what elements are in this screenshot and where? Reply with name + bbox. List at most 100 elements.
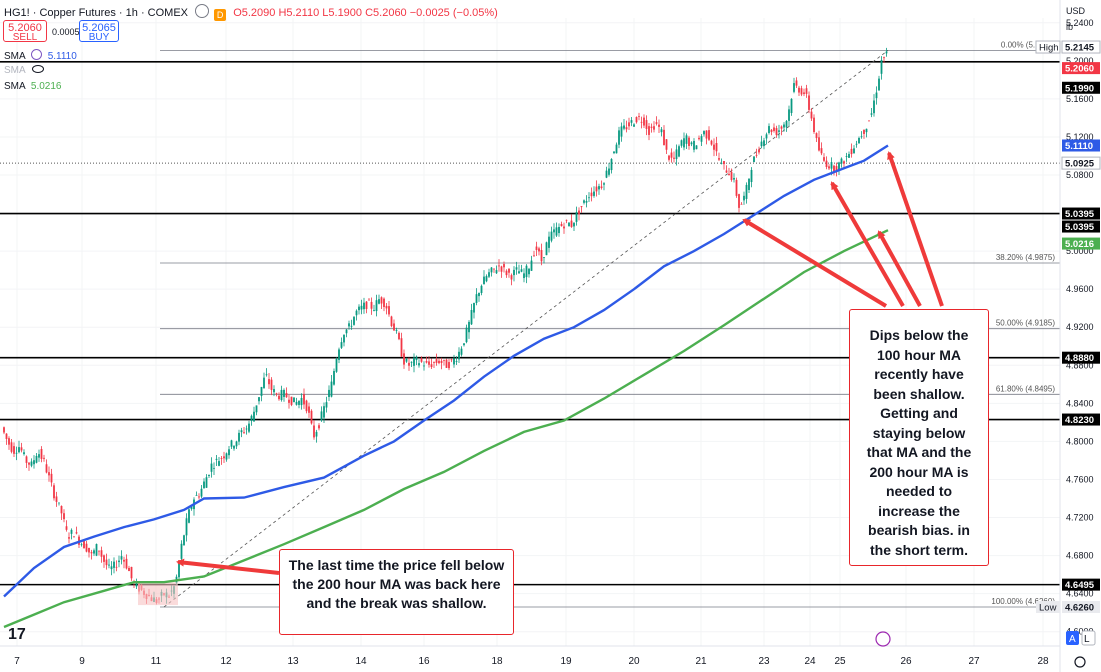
delayed-badge-icon[interactable]: D xyxy=(214,9,227,21)
settings-gear-icon[interactable] xyxy=(1074,656,1086,668)
low-caption-box xyxy=(1036,600,1060,613)
candle-body xyxy=(835,166,838,172)
sma-hidden-legend[interactable]: SMA xyxy=(4,65,44,76)
candle-body xyxy=(520,269,523,272)
unit-label: lb xyxy=(1066,22,1073,32)
candle-body xyxy=(728,173,730,176)
price-tag-level xyxy=(1062,207,1100,220)
candle-body xyxy=(115,566,118,568)
candle-body xyxy=(343,334,345,343)
candle-body xyxy=(375,300,378,312)
auto-scale-button[interactable] xyxy=(1066,631,1079,645)
candle-body xyxy=(610,159,613,171)
candle-body xyxy=(740,203,743,205)
candle-body xyxy=(425,361,428,363)
auto-scale-icon: A xyxy=(1069,634,1076,645)
candle-body xyxy=(595,186,598,192)
x-tick-label: 26 xyxy=(900,656,912,667)
time-axis[interactable]: 7 9 11 12 13 14 16 18 19 20 21 23 24 25 26 27 28 xyxy=(0,645,1060,667)
candle-body xyxy=(615,144,618,154)
candle-body xyxy=(638,116,640,117)
candle-body xyxy=(880,60,883,74)
candle-body xyxy=(533,255,535,257)
y-tick-label: 5.1200 xyxy=(1066,132,1094,142)
candle-body xyxy=(738,194,740,208)
header-symbol[interactable]: HG1! · Copper Futures · 1h · COMEX D O5.… xyxy=(4,4,498,21)
candle-body xyxy=(208,474,210,476)
candle-body xyxy=(63,513,65,520)
price-tag-high xyxy=(1061,40,1101,54)
symbol-title[interactable]: HG1! · Copper Futures · 1h · COMEX xyxy=(4,7,188,19)
candle-body xyxy=(653,126,655,130)
candle-body xyxy=(670,152,673,158)
candle-body xyxy=(40,448,43,459)
buy-button[interactable]: 5.2065 BUY xyxy=(79,20,119,43)
candle-body xyxy=(328,389,330,398)
candle-body xyxy=(500,266,503,272)
y-tick-label: 4.9600 xyxy=(1066,284,1094,294)
candle-body xyxy=(353,316,355,325)
candle-body xyxy=(443,359,445,361)
eye-icon[interactable] xyxy=(195,4,210,18)
candle-body xyxy=(468,321,470,333)
tradingview-logo: 17 xyxy=(8,626,26,643)
sma-settings-icon[interactable] xyxy=(30,49,42,60)
candle-body xyxy=(195,495,198,496)
arrow-to-200ma xyxy=(877,230,922,307)
candle-body xyxy=(448,362,450,369)
candle-body xyxy=(720,162,723,164)
candle-body xyxy=(188,509,190,523)
candle-body xyxy=(593,191,595,196)
candle-body xyxy=(318,425,320,429)
candle-body xyxy=(660,129,663,133)
sma-100-line xyxy=(3,144,889,598)
candle-body xyxy=(345,329,348,334)
sma-100-legend[interactable]: SMA 5.1110 xyxy=(4,49,77,62)
candle-body xyxy=(315,431,318,437)
event-marker-icon[interactable] xyxy=(875,631,891,647)
candle-body xyxy=(523,273,525,279)
price-tag-label: 4.6495 xyxy=(1065,580,1095,591)
candle-body xyxy=(583,200,585,203)
candle-body xyxy=(118,560,120,563)
candle-body xyxy=(35,455,38,463)
candle-body xyxy=(13,446,15,454)
hidden-eye-icon[interactable] xyxy=(31,65,44,73)
candle-body xyxy=(845,156,848,157)
candle-body xyxy=(3,427,5,433)
price-axis[interactable]: 4.6000 4.6400 4.6800 4.7200 4.7600 4.8000 4.84… xyxy=(1059,0,1094,672)
sma-200-legend[interactable]: SMA 5.0216 xyxy=(4,81,62,92)
candle-body xyxy=(28,462,30,465)
candle-body xyxy=(625,127,628,130)
candle-body xyxy=(320,411,323,421)
sma-100-label: SMA xyxy=(4,51,26,62)
candle-body xyxy=(488,272,490,277)
candle-body xyxy=(255,405,258,413)
candle-body xyxy=(735,179,738,196)
moving-averages xyxy=(3,144,889,629)
buy-price: 5.2065 xyxy=(82,22,116,34)
fib-trendline xyxy=(163,50,889,608)
candle-body xyxy=(100,550,103,557)
candle-body xyxy=(68,537,70,539)
log-scale-button[interactable] xyxy=(1081,630,1096,646)
sma-200-value: 5.0216 xyxy=(30,81,62,92)
candle-body xyxy=(870,113,873,115)
candle-body xyxy=(338,349,340,360)
candle-body xyxy=(518,271,520,274)
candle-body xyxy=(873,100,875,114)
price-tag-level xyxy=(1062,351,1100,364)
x-tick-label: 27 xyxy=(968,656,980,667)
candle-body xyxy=(640,121,643,123)
currency-label[interactable]: USD xyxy=(1066,6,1086,16)
sell-button[interactable]: 5.2060 SELL xyxy=(3,20,47,43)
candle-body xyxy=(403,353,405,365)
candle-body xyxy=(93,550,95,554)
candle-body xyxy=(300,397,303,406)
candle-body xyxy=(673,157,675,159)
y-tick-label: 4.9200 xyxy=(1066,322,1094,332)
candle-body xyxy=(508,268,510,273)
candle-body xyxy=(260,387,263,396)
price-tag-label: 5.0395 xyxy=(1065,222,1095,233)
annotation-arrows xyxy=(176,151,944,575)
